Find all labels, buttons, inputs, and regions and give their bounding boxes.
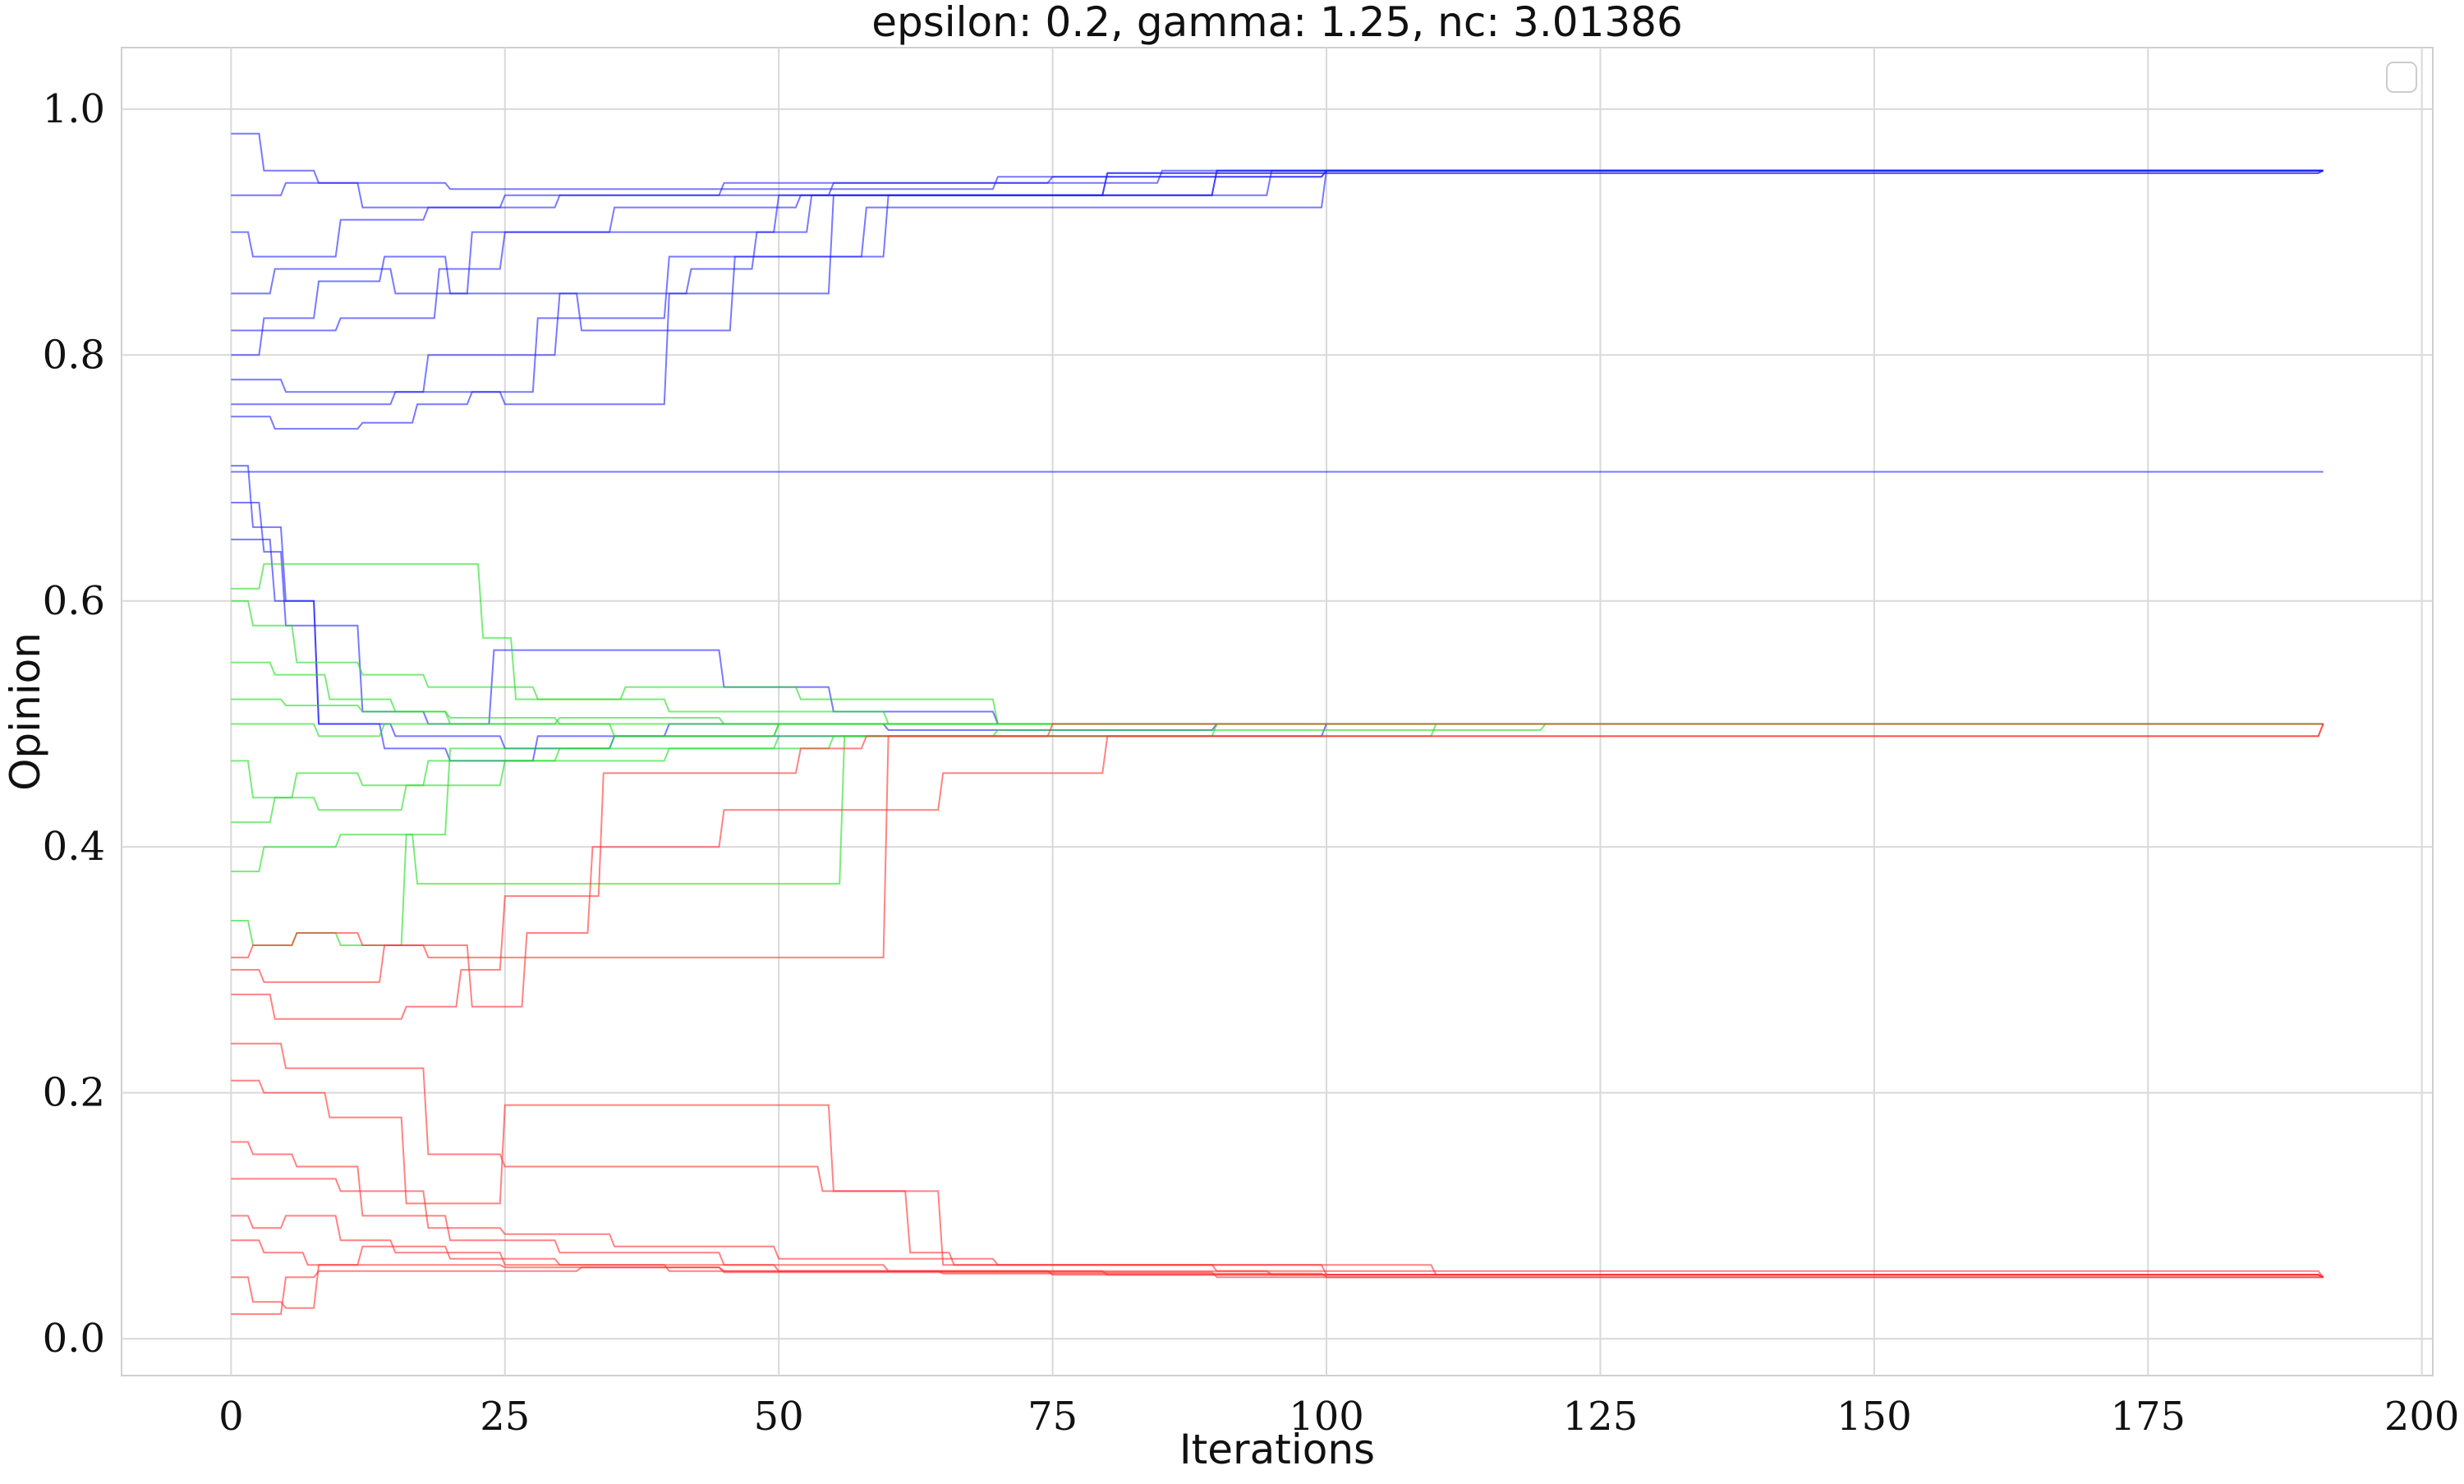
opinion-line-red: [231, 1215, 2324, 1279]
x-tick-label: 175: [2110, 1394, 2186, 1440]
x-tick-label: 25: [480, 1394, 530, 1440]
y-tick-label: 1.0: [43, 86, 105, 132]
opinion-line-red: [231, 723, 2324, 1020]
opinion-line-red: [231, 1141, 2324, 1279]
opinion-line-red: [231, 1178, 2324, 1279]
y-axis-label: Opinion: [2, 632, 49, 791]
opinion-line-blue: [231, 169, 2324, 430]
opinion-line-blue: [231, 169, 2324, 406]
x-tick-label: 0: [218, 1394, 244, 1440]
y-tick-label: 0.0: [43, 1316, 105, 1362]
chart-title: epsilon: 0.2, gamma: 1.25, nc: 3.01386: [871, 0, 1683, 46]
y-tick-label: 0.8: [43, 332, 105, 378]
series-lines: [231, 132, 2324, 1316]
y-tick-label: 0.2: [43, 1070, 105, 1116]
y-tick-label: 0.6: [43, 578, 105, 624]
opinion-line-blue: [231, 169, 2324, 258]
grid: [122, 48, 2433, 1376]
x-tick-label: 125: [1563, 1394, 1639, 1440]
opinion-line-red: [231, 1266, 2324, 1316]
opinion-line-red: [231, 724, 2324, 1008]
x-tick-label: 150: [1837, 1394, 1912, 1440]
opinion-line-green: [231, 600, 2324, 725]
opinion-line-green: [231, 698, 2324, 725]
x-tick-label: 100: [1289, 1394, 1364, 1440]
legend-box: [2386, 62, 2417, 93]
x-axis-label: Iterations: [1179, 1426, 1375, 1473]
y-tick-label: 0.4: [43, 824, 105, 870]
x-tick-label: 75: [1027, 1394, 1078, 1440]
opinion-line-blue: [231, 169, 2324, 332]
opinion-line-blue: [231, 169, 2324, 356]
tick-labels: 0 25 50 75 100 125 150 175 200 0.0 0.2 0.4 0.6 0.8 1.0: [43, 86, 2460, 1440]
x-tick-label: 50: [754, 1394, 804, 1440]
plot-area: [121, 47, 2434, 1376]
x-tick-label: 200: [2384, 1394, 2460, 1440]
